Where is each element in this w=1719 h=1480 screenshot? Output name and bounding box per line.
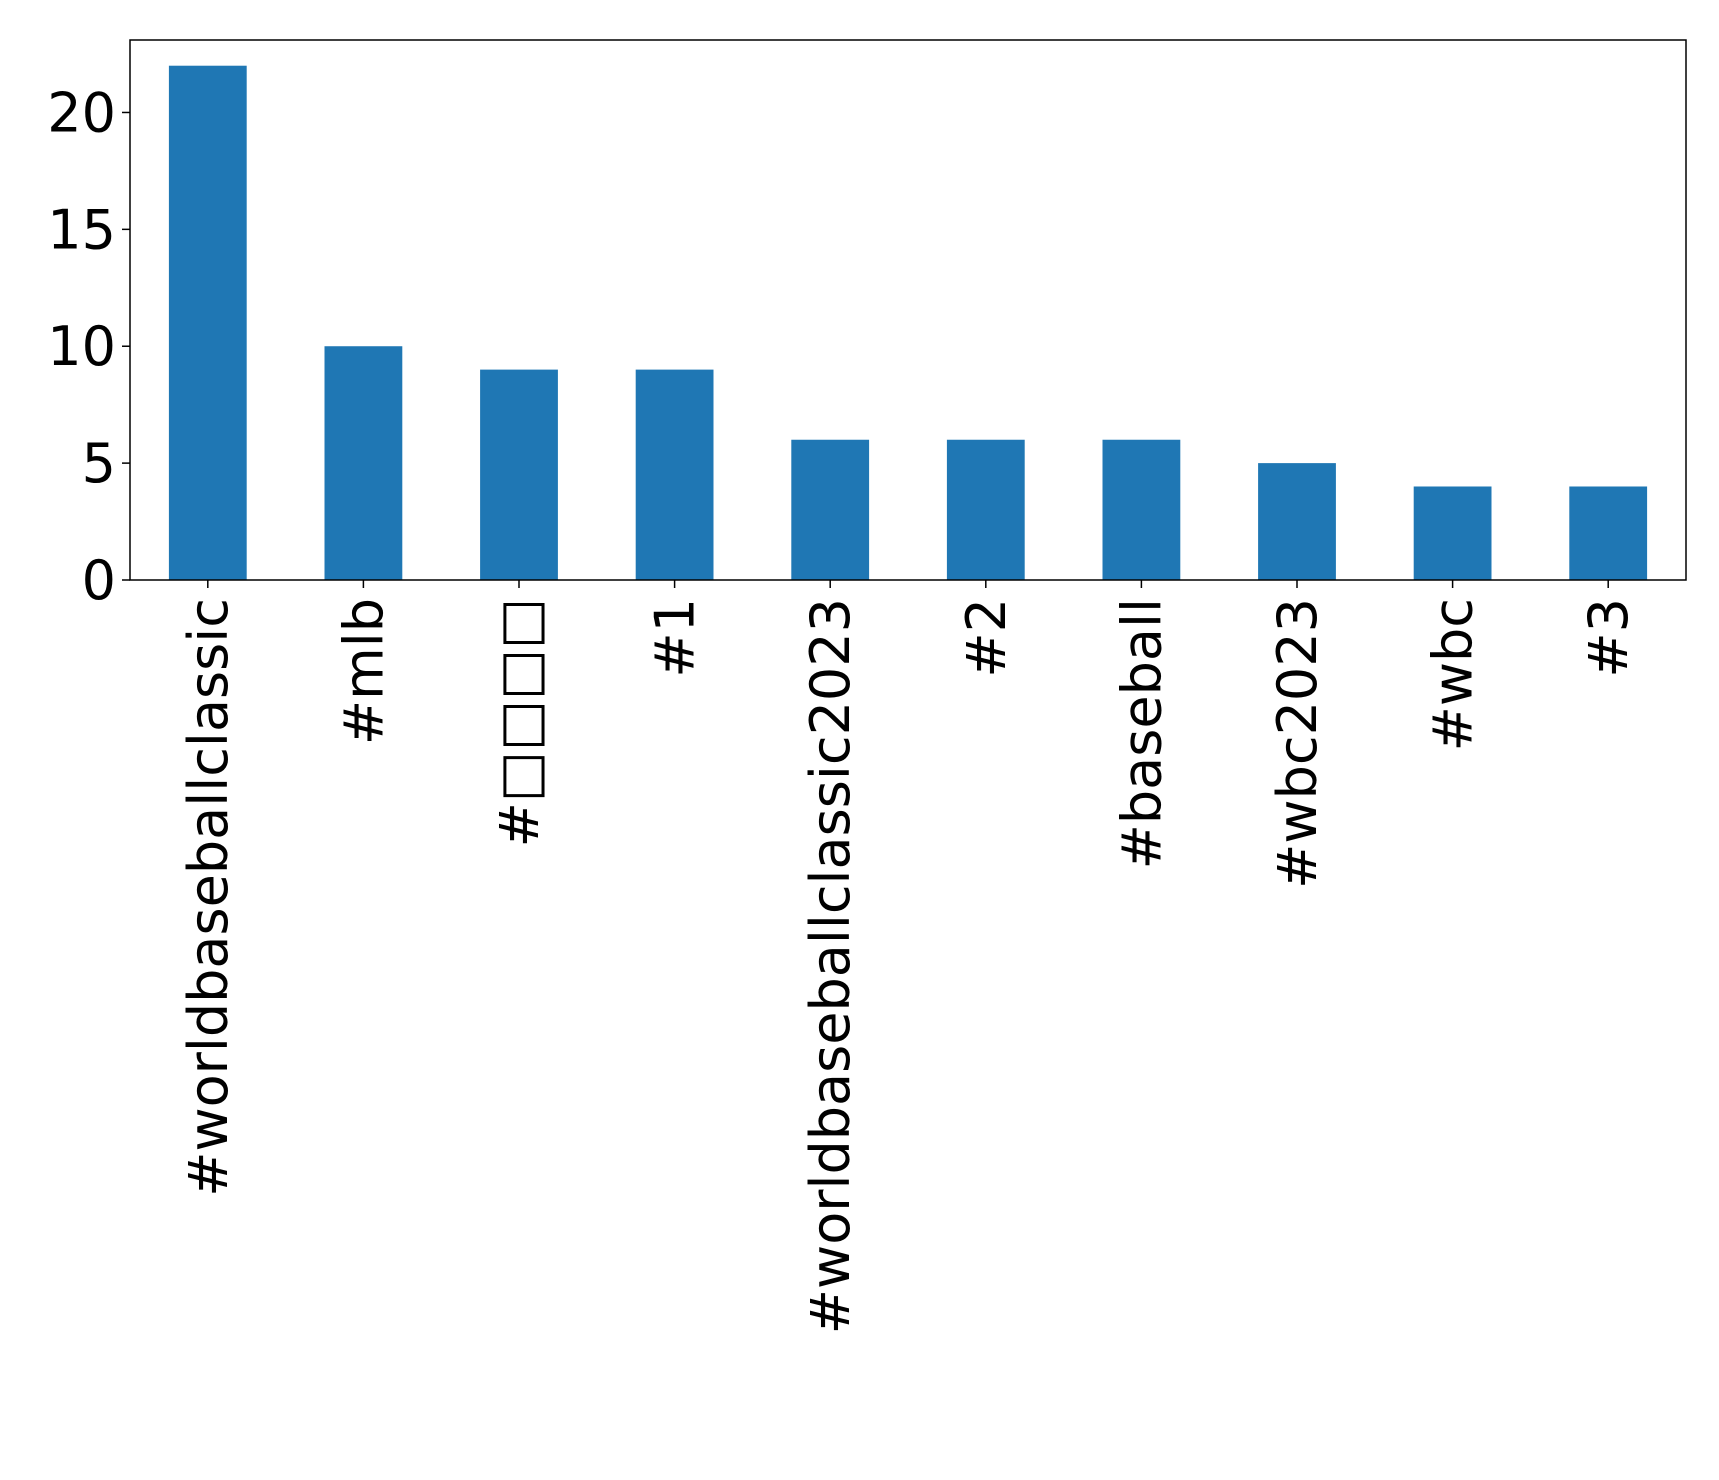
x-axis: #worldbaseballclassic #mlb #□□□□ #1 #worldba… [177,580,1640,1334]
x-tick-label: #□□□□ [488,598,551,847]
bar [946,439,1025,580]
bar [1413,486,1492,580]
bar [1258,463,1336,580]
x-tick-label: #3 [1577,598,1640,678]
x-tick-label: #baseball [1110,598,1173,869]
plot-frame [129,39,1687,581]
x-tick-label: #1 [644,598,707,678]
x-tick-label: #worldbaseballclassic2023 [799,598,862,1334]
x-tick-label: #wbc [1422,598,1485,751]
bar [324,346,403,580]
bar [635,369,714,580]
bar [1569,486,1648,580]
x-tick-label: #mlb [332,598,395,745]
bar [480,369,558,580]
bar [168,65,247,580]
x-tick-label: #2 [955,598,1018,678]
y-tick-label: 5 [82,432,116,495]
bars-group [168,65,1648,580]
bar [791,439,870,580]
x-tick-label: #worldbaseballclassic [177,598,240,1197]
y-axis: 0 5 10 15 20 [47,81,130,612]
y-tick-label: 0 [82,549,116,612]
bar [1102,439,1181,580]
y-tick-label: 20 [47,81,116,144]
y-tick-label: 15 [47,198,116,261]
y-tick-label: 10 [47,315,116,378]
x-tick-label: #wbc2023 [1266,598,1329,889]
